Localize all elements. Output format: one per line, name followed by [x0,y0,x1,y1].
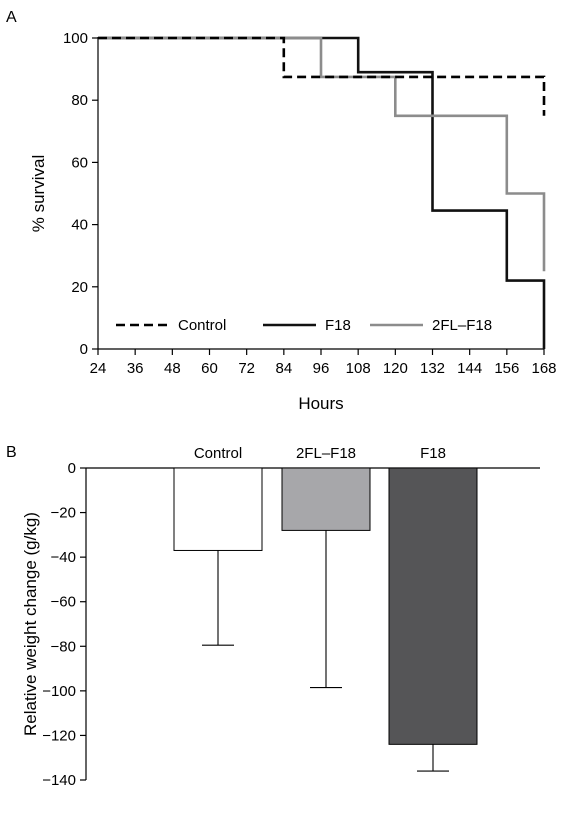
legend-label-f18: F18 [325,317,351,334]
panel-b-y-tick-label: 0 [68,460,76,477]
panel-b-y-tick-label: −120 [42,727,76,744]
panel-b-y-axis-title: Relative weight change (g/kg) [21,512,40,736]
bar-label-f18: F18 [420,445,446,462]
panel-a-x-tick-label: 144 [457,360,482,377]
panel-a-y-tick-label: 60 [71,154,88,171]
legend-label-control: Control [178,317,226,334]
panel-a-x-tick-label: 156 [494,360,519,377]
panel-a-y-tick-label: 40 [71,217,88,234]
panel-a-y-tick-label: 100 [63,30,88,47]
panel-a-y-tick-label: 80 [71,92,88,109]
panel-b-y-tick-label: −20 [51,505,76,522]
bar-label-2fl-f18: 2FL–F18 [296,445,356,462]
survival-line-control [98,36,546,116]
panel-a-x-tick-label: 36 [127,360,144,377]
panel-b-y-tick-label: −100 [42,683,76,700]
panel-a-y-axis-title: % survival [29,155,48,232]
panel-b-y-tick-label: −40 [51,549,76,566]
panel-a-x-tick-label: 72 [238,360,255,377]
panel-a-x-tick-label: 132 [420,360,445,377]
panel-a-letter: A [6,9,17,26]
panel-a-x-tick-label: 108 [346,360,371,377]
panel-a-x-tick-label: 60 [201,360,218,377]
panel-a-x-tick-label: 120 [383,360,408,377]
bar-label-control: Control [194,445,242,462]
panel-a-x-tick-label: 48 [164,360,181,377]
panel-a-x-tick-label: 84 [275,360,292,377]
bar-f18 [388,467,478,745]
panel-b-y-tick-label: −140 [42,772,76,789]
panel-a-x-tick-label: 24 [90,360,107,377]
panel-a-y-tick-label: 0 [80,341,88,358]
survival-line-2fl-f18 [98,36,546,272]
panel-b-y-tick-label: −80 [51,638,76,655]
bar-2fl-f18 [281,467,371,531]
panel-a-x-tick-label: 96 [313,360,330,377]
panel-a-y-tick-label: 20 [71,279,88,296]
panel-a-x-tick-label: 168 [531,360,556,377]
panel-b-letter: B [6,444,17,461]
legend-label-2fl-f18: 2FL–F18 [432,317,492,334]
survival-line-f18 [98,36,546,349]
panel-b-y-tick-label: −60 [51,594,76,611]
bar-control [173,467,263,551]
panel-a-x-axis-title: Hours [298,394,343,413]
